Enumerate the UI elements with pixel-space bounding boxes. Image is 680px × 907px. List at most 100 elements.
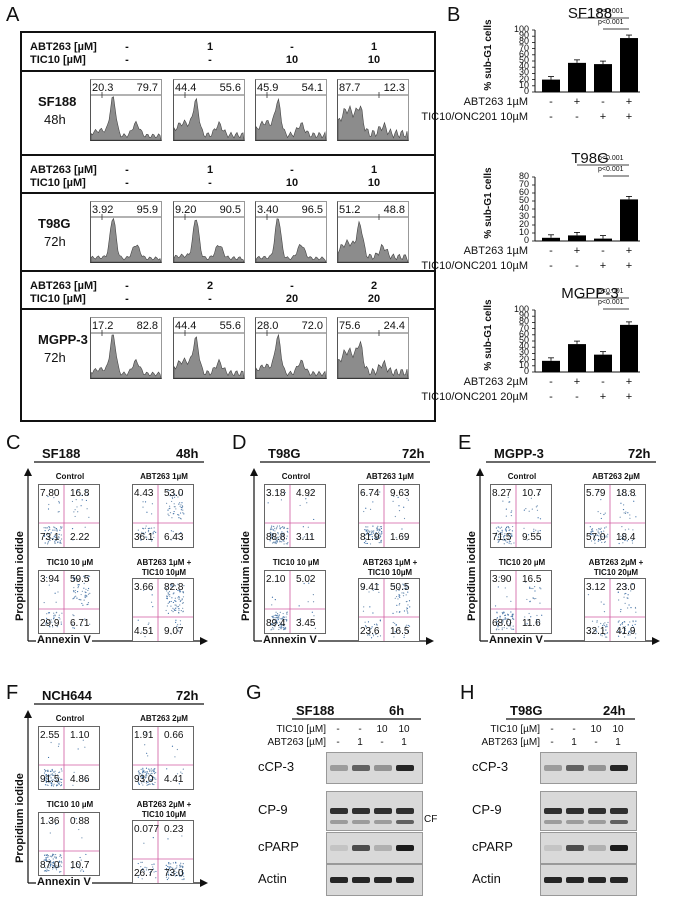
cell-dot <box>51 781 53 784</box>
cell-dot <box>54 778 57 780</box>
cell-dot <box>167 509 169 511</box>
cell-dot <box>497 530 499 532</box>
scatter-plot <box>38 484 100 548</box>
g1-plus-percent: 12.3 <box>383 82 405 94</box>
cell-dot <box>510 543 512 545</box>
p-value: p<0.001 <box>598 299 624 306</box>
cell-dot <box>182 602 184 604</box>
cell-dot <box>635 633 637 635</box>
protein-band <box>374 765 392 771</box>
cell-dot <box>144 777 147 779</box>
panel-a-separator <box>20 192 434 194</box>
cell-dot <box>178 783 180 785</box>
cell-dot <box>496 617 498 619</box>
cell-dot <box>74 515 76 518</box>
cell-dot <box>57 511 59 513</box>
cell-dot <box>536 509 539 511</box>
abt263-dose: 1 <box>370 41 378 53</box>
cell-dot <box>380 540 382 542</box>
cell-dot <box>59 540 61 542</box>
cell-dot <box>374 534 376 537</box>
dna-content-histogram <box>90 201 162 263</box>
cell-dot <box>364 621 366 623</box>
cell-dot <box>511 613 513 615</box>
cell-dot <box>73 627 76 629</box>
cell-dot <box>406 491 408 493</box>
quadrant-lr-percent: 9.55 <box>522 532 542 543</box>
cell-dot <box>592 530 594 532</box>
quadrant-ll-percent: 29.9 <box>40 618 60 629</box>
cell-dot <box>369 492 371 495</box>
cell-dot <box>299 618 301 620</box>
cell-dot <box>77 579 79 582</box>
cell-dot <box>179 866 181 868</box>
cell-dot <box>73 511 75 513</box>
y-tick-label: 50 <box>518 55 529 65</box>
cell-dot <box>600 535 602 537</box>
cell-dot <box>271 596 274 598</box>
timepoint: 72h <box>44 234 66 249</box>
cell-dot <box>407 499 410 501</box>
cell-dot <box>176 625 178 627</box>
cell-dot <box>277 536 279 538</box>
cell-dot <box>394 622 396 624</box>
cell-dot <box>497 626 499 628</box>
cell-dot <box>535 529 537 531</box>
y-tick-label: 0 <box>523 235 529 245</box>
cell-dot <box>171 745 174 747</box>
cell-dot <box>274 542 276 544</box>
cell-dot <box>285 626 287 629</box>
cell-dot <box>58 536 60 538</box>
pi-axis-label: Propidium iodide <box>14 531 26 621</box>
cell-dot <box>380 526 382 528</box>
cell-dot <box>403 634 405 636</box>
cell-dot <box>624 529 626 531</box>
protein-band <box>352 765 370 771</box>
cell-dot <box>407 630 409 633</box>
cell-dot <box>591 528 593 531</box>
cell-dot <box>86 596 88 598</box>
cell-dot <box>363 537 366 539</box>
y-tick-label: 40 <box>518 341 529 352</box>
cell-dot <box>177 513 179 516</box>
cell-dot <box>58 500 60 503</box>
cell-dot <box>155 778 157 780</box>
bar <box>568 235 586 241</box>
cell-dot <box>278 616 280 618</box>
cell-dot <box>137 780 139 782</box>
cell-dot <box>53 856 56 858</box>
tic10-row-label: TIC10 [µM] <box>276 724 326 735</box>
cell-dot <box>153 783 155 786</box>
cell-dot <box>526 598 528 601</box>
cell-dot <box>85 499 88 502</box>
cell-dot <box>82 779 85 781</box>
cell-dot <box>72 590 75 592</box>
cell-dot <box>86 508 88 510</box>
cell-dot <box>530 497 532 499</box>
cell-dot <box>168 489 170 492</box>
quadrant-ur-percent: 0.23 <box>164 824 184 835</box>
cell-dot <box>83 575 85 577</box>
cell-dot <box>141 861 143 863</box>
cell-dot <box>140 869 143 872</box>
cell-dot <box>181 878 183 881</box>
cell-dot <box>376 624 378 626</box>
cell-dot <box>624 602 626 604</box>
cell-dot <box>141 878 143 880</box>
quadrant-ll-percent: 32.1 <box>586 626 606 637</box>
cell-dot <box>176 871 178 873</box>
cell-dot <box>75 818 77 820</box>
panel-a-separator <box>20 70 434 72</box>
cell-dot <box>274 581 277 583</box>
cell-dot <box>174 604 176 606</box>
cell-dot <box>634 637 637 639</box>
cell-dot <box>621 526 623 528</box>
cell-dot <box>406 497 408 500</box>
cell-dot <box>506 541 508 543</box>
cell-dot <box>170 873 172 875</box>
cell-dot <box>45 777 48 779</box>
cell-dot <box>82 604 84 606</box>
cell-dot <box>502 619 505 621</box>
cell-dot <box>145 771 147 773</box>
cell-dot <box>392 585 394 587</box>
